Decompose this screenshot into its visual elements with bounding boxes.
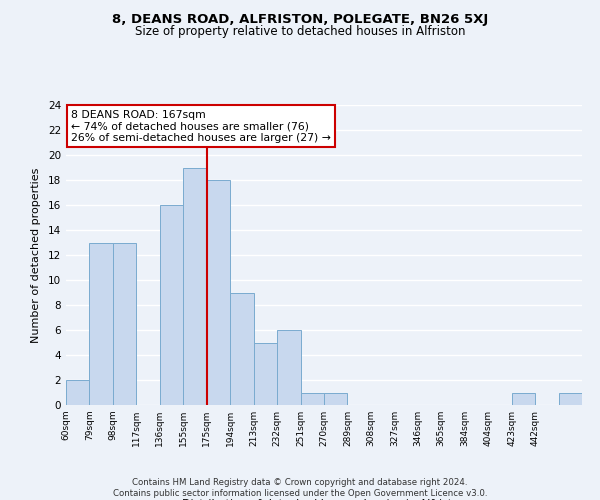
Text: 8 DEANS ROAD: 167sqm
← 74% of detached houses are smaller (76)
26% of semi-detac: 8 DEANS ROAD: 167sqm ← 74% of detached h…: [71, 110, 331, 142]
Text: Contains HM Land Registry data © Crown copyright and database right 2024.
Contai: Contains HM Land Registry data © Crown c…: [113, 478, 487, 498]
Bar: [160, 205, 183, 405]
Bar: [324, 392, 347, 405]
X-axis label: Distribution of detached houses by size in Alfriston: Distribution of detached houses by size …: [182, 499, 466, 500]
Bar: [66, 380, 89, 405]
Y-axis label: Number of detached properties: Number of detached properties: [31, 168, 41, 342]
Bar: [559, 392, 582, 405]
Text: 8, DEANS ROAD, ALFRISTON, POLEGATE, BN26 5XJ: 8, DEANS ROAD, ALFRISTON, POLEGATE, BN26…: [112, 12, 488, 26]
Bar: [113, 242, 136, 405]
Bar: [277, 330, 301, 405]
Bar: [512, 392, 535, 405]
Bar: [254, 342, 277, 405]
Bar: [207, 180, 230, 405]
Bar: [230, 292, 254, 405]
Bar: [301, 392, 324, 405]
Text: Size of property relative to detached houses in Alfriston: Size of property relative to detached ho…: [135, 25, 465, 38]
Bar: [183, 168, 207, 405]
Bar: [89, 242, 113, 405]
